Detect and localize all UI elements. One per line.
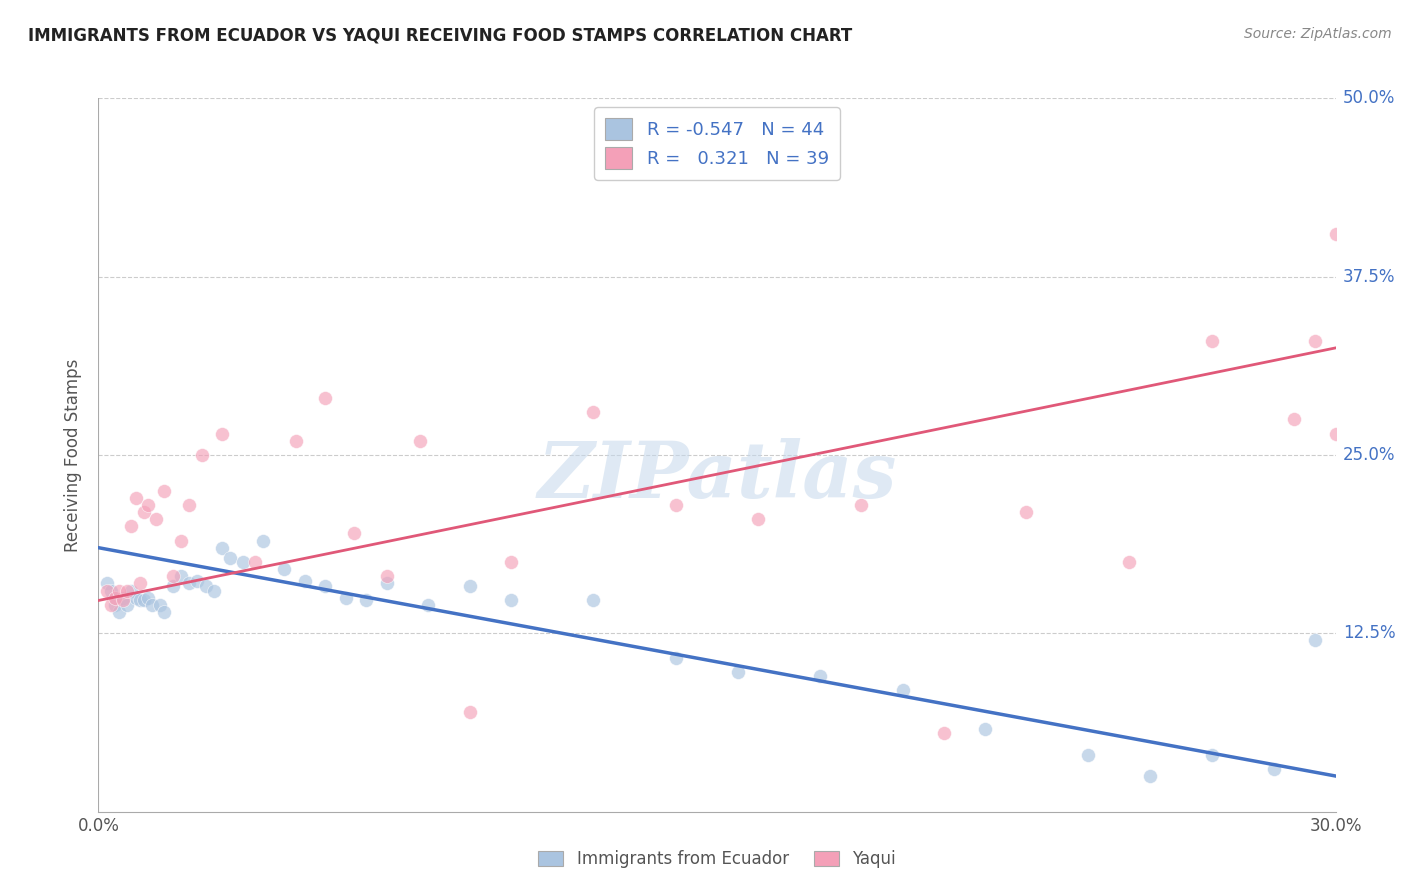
Point <box>128 576 150 591</box>
Point <box>179 498 201 512</box>
Point <box>100 583 122 598</box>
Text: IMMIGRANTS FROM ECUADOR VS YAQUI RECEIVING FOOD STAMPS CORRELATION CHART: IMMIGRANTS FROM ECUADOR VS YAQUI RECEIVI… <box>28 27 852 45</box>
Point <box>243 555 266 569</box>
Point <box>314 579 336 593</box>
Point <box>974 722 997 736</box>
Point <box>458 705 481 719</box>
Point <box>232 555 254 569</box>
Point <box>582 405 605 419</box>
Point <box>1346 583 1368 598</box>
Point <box>202 583 225 598</box>
Point <box>108 605 131 619</box>
Point <box>499 593 522 607</box>
Point <box>108 583 131 598</box>
Point <box>117 583 139 598</box>
Point <box>112 593 135 607</box>
Point <box>132 505 155 519</box>
Point <box>747 512 769 526</box>
Point <box>153 605 176 619</box>
Point <box>582 593 605 607</box>
Point <box>808 669 831 683</box>
Point <box>1324 227 1347 241</box>
Point <box>499 555 522 569</box>
Point <box>727 665 749 679</box>
Point <box>96 576 118 591</box>
Point <box>375 569 398 583</box>
Point <box>409 434 432 448</box>
Point <box>343 526 366 541</box>
Point <box>335 591 357 605</box>
Point <box>932 726 955 740</box>
Point <box>314 391 336 405</box>
Point <box>179 576 201 591</box>
Legend: Immigrants from Ecuador, Yaqui: Immigrants from Ecuador, Yaqui <box>531 844 903 875</box>
Point <box>1201 747 1223 762</box>
Point <box>117 598 139 612</box>
Point <box>375 576 398 591</box>
Point <box>1201 334 1223 348</box>
Point <box>124 591 146 605</box>
Point <box>458 579 481 593</box>
Point <box>1284 412 1306 426</box>
Point <box>141 598 163 612</box>
Point <box>1303 334 1326 348</box>
Point <box>162 579 184 593</box>
Point <box>891 683 914 698</box>
Point <box>170 533 193 548</box>
Y-axis label: Receiving Food Stamps: Receiving Food Stamps <box>65 359 83 551</box>
Point <box>1139 769 1161 783</box>
Text: 25.0%: 25.0% <box>1343 446 1395 464</box>
Point <box>665 650 688 665</box>
Point <box>294 574 316 588</box>
Point <box>1118 555 1140 569</box>
Point <box>285 434 308 448</box>
Point <box>1015 505 1038 519</box>
Point <box>1324 426 1347 441</box>
Point <box>170 569 193 583</box>
Point <box>252 533 274 548</box>
Point <box>1077 747 1099 762</box>
Point <box>104 598 127 612</box>
Point <box>273 562 295 576</box>
Point <box>136 591 159 605</box>
Text: 50.0%: 50.0% <box>1343 89 1395 107</box>
Point <box>120 583 142 598</box>
Point <box>1303 633 1326 648</box>
Point <box>418 598 440 612</box>
Point <box>153 483 176 498</box>
Point <box>136 498 159 512</box>
Point <box>194 579 217 593</box>
Point <box>211 426 233 441</box>
Point <box>128 593 150 607</box>
Point <box>186 574 208 588</box>
Text: 37.5%: 37.5% <box>1343 268 1395 285</box>
Text: ZIPatlas: ZIPatlas <box>537 438 897 515</box>
Point <box>149 598 172 612</box>
Point <box>1263 762 1285 776</box>
Point <box>104 591 127 605</box>
Point <box>665 498 688 512</box>
Point <box>851 498 873 512</box>
Point <box>219 550 242 565</box>
Point <box>190 448 212 462</box>
Text: Source: ZipAtlas.com: Source: ZipAtlas.com <box>1244 27 1392 41</box>
Point <box>356 593 378 607</box>
Point <box>145 512 167 526</box>
Point <box>100 598 122 612</box>
Point <box>96 583 118 598</box>
Point <box>112 591 135 605</box>
Point <box>211 541 233 555</box>
Point <box>162 569 184 583</box>
Text: 12.5%: 12.5% <box>1343 624 1395 642</box>
Point <box>132 593 155 607</box>
Point <box>120 519 142 533</box>
Point <box>124 491 146 505</box>
